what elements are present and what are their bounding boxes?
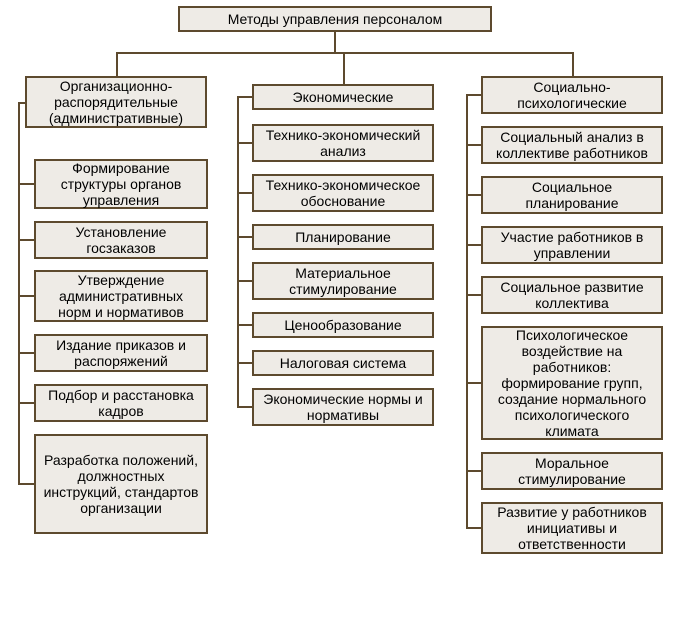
root-node: Методы управления персоналом [178, 6, 492, 32]
col3-item-label: Участие работников в управлении [489, 229, 655, 261]
col2-item-label: Материальное стимулирование [260, 265, 426, 297]
connector [466, 194, 481, 196]
col3-item: Развитие у работников инициативы и ответ… [481, 502, 663, 554]
col1-item-label: Подбор и расстановка кадров [42, 387, 200, 419]
connector [18, 402, 34, 404]
col1-item-label: Установление госзаказов [42, 224, 200, 256]
col2-item-label: Технико-экономическое обоснование [260, 177, 426, 209]
connector [18, 239, 34, 241]
col2-header-label: Экономические [293, 89, 394, 105]
col1-item-label: Разработка положений, должностных инстру… [42, 452, 200, 516]
col3-item: Социальное развитие коллектива [481, 276, 663, 314]
col2-item-label: Технико-экономический анализ [260, 127, 426, 159]
connector [237, 236, 252, 238]
connector [466, 144, 481, 146]
col2-item-label: Ценообразование [284, 317, 401, 333]
col2-item-label: Планирование [295, 229, 391, 245]
col3-item-label: Психологическое воздействие на работнико… [489, 327, 655, 440]
connector [18, 483, 34, 485]
connector [18, 102, 20, 484]
col1-item-label: Формирование структуры органов управлени… [42, 160, 200, 208]
connector [237, 324, 252, 326]
connector [237, 192, 252, 194]
col1-item: Разработка положений, должностных инстру… [34, 434, 208, 534]
col1-header: Организационно-распорядительные (админис… [25, 76, 207, 128]
col2-item: Технико-экономический анализ [252, 124, 434, 162]
hierarchy-diagram: Методы управления персоналом Организацио… [0, 0, 695, 618]
col2-item: Материальное стимулирование [252, 262, 434, 300]
connector [572, 52, 574, 76]
col3-header-label: Социально-психологические [489, 79, 655, 111]
col3-item-label: Социальное развитие коллектива [489, 279, 655, 311]
connector [466, 294, 481, 296]
connector [466, 470, 481, 472]
connector [116, 52, 118, 76]
col1-item: Издание приказов и распоряжений [34, 334, 208, 372]
col3-item-label: Социальный анализ в коллективе работнико… [489, 129, 655, 161]
col1-item: Установление госзаказов [34, 221, 208, 259]
col3-item: Участие работников в управлении [481, 226, 663, 264]
col3-item: Моральное стимулирование [481, 452, 663, 490]
col2-item: Налоговая система [252, 350, 434, 376]
col3-item: Социальное планирование [481, 176, 663, 214]
col3-item: Социальный анализ в коллективе работнико… [481, 126, 663, 164]
col1-item: Утверждение административных норм и норм… [34, 270, 208, 322]
col2-item: Технико-экономическое обоснование [252, 174, 434, 212]
col3-item-label: Развитие у работников инициативы и ответ… [489, 504, 655, 552]
connector [237, 96, 252, 98]
col2-item-label: Экономические нормы и нормативы [260, 391, 426, 423]
connector [343, 52, 345, 84]
connector [466, 527, 481, 529]
connector [237, 142, 252, 144]
col3-item-label: Моральное стимулирование [489, 455, 655, 487]
connector [466, 94, 468, 528]
connector [18, 183, 34, 185]
col2-header: Экономические [252, 84, 434, 110]
col3-header: Социально-психологические [481, 76, 663, 114]
connector [237, 362, 252, 364]
col1-item: Подбор и расстановка кадров [34, 384, 208, 422]
col2-item: Экономические нормы и нормативы [252, 388, 434, 426]
connector [18, 295, 34, 297]
col1-item-label: Утверждение административных норм и норм… [42, 272, 200, 320]
connector [334, 32, 336, 52]
col2-item-label: Налоговая система [280, 355, 406, 371]
connector [116, 52, 574, 54]
connector [466, 94, 481, 96]
col1-item: Формирование структуры органов управлени… [34, 159, 208, 209]
col3-item-label: Социальное планирование [489, 179, 655, 211]
connector [466, 382, 481, 384]
col1-header-label: Организационно-распорядительные (админис… [33, 78, 199, 126]
connector [466, 244, 481, 246]
root-label: Методы управления персоналом [228, 11, 443, 27]
col1-item-label: Издание приказов и распоряжений [42, 337, 200, 369]
col2-item: Ценообразование [252, 312, 434, 338]
connector [237, 280, 252, 282]
col2-item: Планирование [252, 224, 434, 250]
connector [237, 406, 252, 408]
col3-item: Психологическое воздействие на работнико… [481, 326, 663, 440]
connector [18, 352, 34, 354]
